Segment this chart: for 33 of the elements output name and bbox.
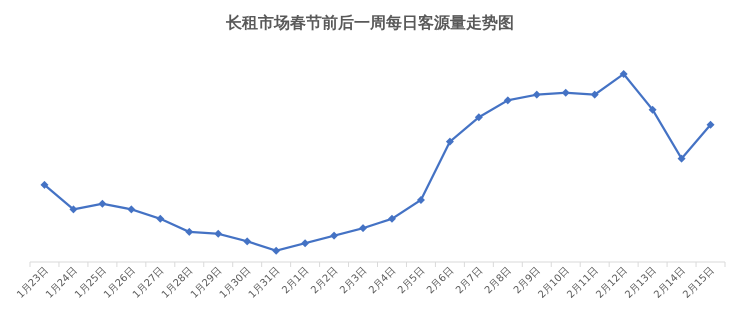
x-tick-label: 2月4日 <box>367 265 398 296</box>
point <box>127 205 136 214</box>
x-tick-label: 2月6日 <box>425 265 456 296</box>
x-tick-label: 2月3日 <box>338 265 370 296</box>
point <box>185 228 194 236</box>
point <box>474 113 483 122</box>
point <box>272 246 280 255</box>
point <box>301 239 310 248</box>
point <box>620 70 628 78</box>
point <box>678 154 686 163</box>
point <box>590 90 599 99</box>
point <box>562 88 570 97</box>
point <box>504 96 512 104</box>
chart-title: 长租市场春节前后一周每日客源量走势图 <box>225 13 514 32</box>
point <box>214 230 222 238</box>
point <box>446 138 454 146</box>
point <box>532 90 541 99</box>
point <box>388 214 396 223</box>
x-tick-label: 2月1日 <box>280 265 312 296</box>
x-tick-label: 2月8日 <box>483 265 514 296</box>
point <box>156 214 164 223</box>
point <box>706 120 715 129</box>
x-tick-label: 2月2日 <box>309 265 340 296</box>
x-tick-label: 2月5日 <box>396 265 428 296</box>
point <box>69 205 78 214</box>
point <box>416 196 425 204</box>
point <box>98 200 106 208</box>
point <box>330 232 338 240</box>
point <box>243 237 252 246</box>
point <box>648 106 657 114</box>
x-tick-label: 2月7日 <box>454 265 485 296</box>
point <box>359 224 368 232</box>
point <box>40 180 48 189</box>
